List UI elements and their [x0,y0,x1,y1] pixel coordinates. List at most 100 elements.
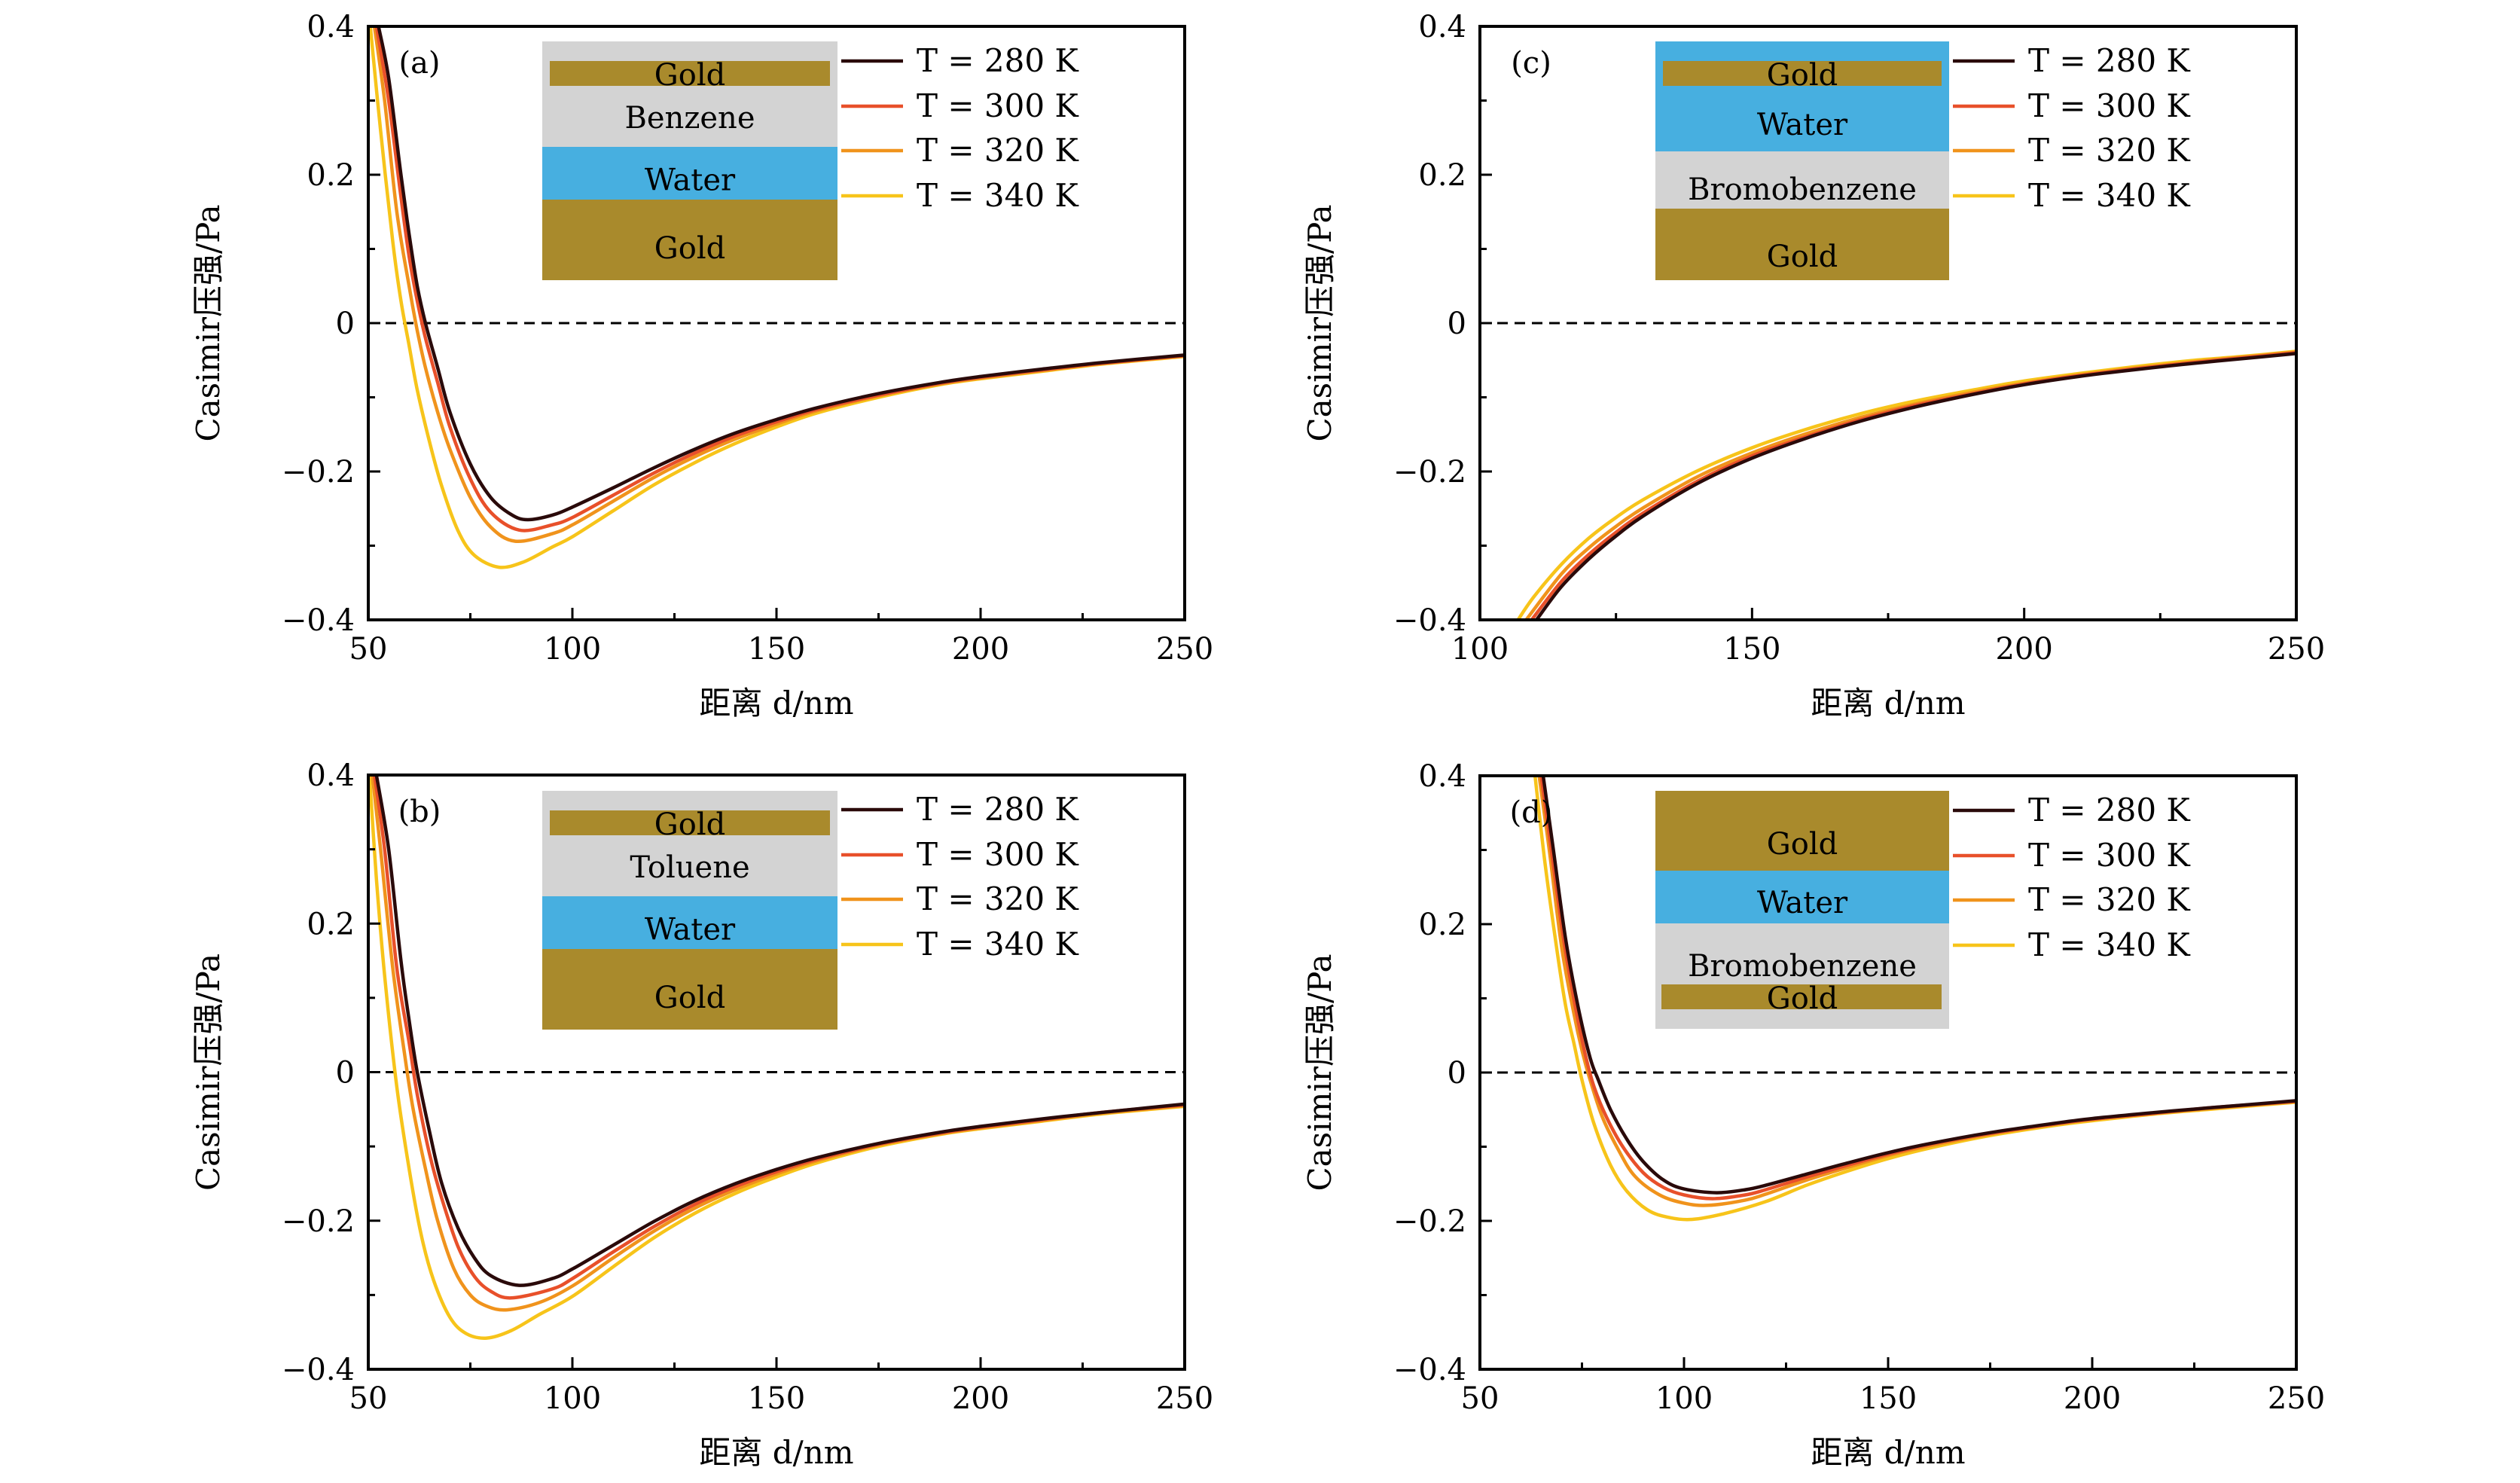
x-tick-label: 250 [2268,632,2325,667]
legend-label: T = 300 K [2028,837,2191,874]
y-tick-label: −0.4 [282,1353,355,1387]
legend-label: T = 300 K [917,87,1079,124]
y-axis-label: Casimir压强/Pa [190,204,227,441]
inset-label: Water [1757,886,1848,920]
x-axis-label: 距离 d/nm [699,1434,853,1471]
series-line-T340 [1516,349,2296,620]
series-line-T280 [1541,776,2296,1195]
x-axis-label: 距离 d/nm [1811,1434,1965,1471]
y-tick-label: 0.2 [1418,908,1466,942]
y-tick-label: 0.2 [307,158,355,193]
legend-label: T = 280 K [2028,42,2191,79]
legend-label: T = 300 K [917,836,1079,873]
panel-tag: (d) [1510,795,1553,830]
legend: T = 280 K T = 300 K T = 320 K T = 340 K [1953,42,2191,214]
inset-label: Gold [654,58,725,93]
inset-label: Gold [654,981,725,1015]
y-tick-label: 0 [336,1056,355,1091]
legend-entry: T = 340 K [841,926,1079,963]
y-tick-label: 0 [336,307,355,341]
x-tick-label: 100 [1655,1381,1713,1416]
x-tick-label: 50 [349,1381,388,1416]
y-tick-label: −0.4 [282,603,355,638]
y-tick-label: 0.4 [307,758,355,793]
x-tick-label: 200 [952,1381,1009,1416]
inset-label: Gold [654,231,725,266]
legend-label: T = 320 K [2028,132,2191,169]
inset-layer-gold [1655,791,1949,871]
series-line-T280 [377,26,1185,522]
panel-a: Gold Benzene Water Gold 50 100 150 200 250 −0.4 −0… [190,10,1213,722]
legend-label: T = 320 K [917,880,1079,917]
series-line-T300 [1530,351,2296,620]
series-line-T280 [374,775,1185,1287]
x-tick-label: 200 [952,632,1009,667]
series-group [368,775,1185,1340]
y-tick-label: 0 [1448,307,1466,341]
x-axis-label: 距离 d/nm [699,685,853,722]
inset-layer-water [1655,41,1949,151]
inset-layer-liquid_gray [542,41,837,147]
inset-layer-gold [542,949,837,1030]
y-axis-label: Casimir压强/Pa [1301,204,1338,441]
x-tick-label: 100 [1451,632,1509,667]
legend-entry: T = 320 K [841,880,1079,917]
y-tick-label: −0.2 [282,1204,355,1239]
legend-entry: T = 340 K [841,177,1079,214]
panel-b: Gold Toluene Water Gold 50 100 150 200 250 −0.4 −0… [190,758,1213,1471]
legend-label: T = 320 K [917,132,1079,169]
legend: T = 280 K T = 300 K T = 320 K T = 340 K [841,791,1079,963]
y-tick-label: 0 [1448,1056,1466,1091]
y-tick-label: −0.4 [1393,1353,1466,1387]
inset-layer-water [1655,871,1949,923]
inset-label: Gold [1767,58,1838,93]
inset-layer-water [542,896,837,949]
legend-entry: T = 280 K [1953,42,2191,79]
panel-c: Gold Water Bromobenzene Gold 100 150 200 250 −0.… [1301,10,2325,722]
legend-label: T = 340 K [2028,926,2191,963]
legend-label: T = 280 K [917,791,1079,828]
legend-entry: T = 280 K [1953,792,2191,828]
legend-label: T = 280 K [2028,792,2191,828]
legend-label: T = 340 K [917,177,1079,214]
y-tick-label: −0.4 [1393,603,1466,638]
inset-label: Water [645,912,736,947]
legend-label: T = 340 K [2028,177,2191,214]
inset-layer-liquid_gray [1655,151,1949,209]
legend-entry: T = 280 K [841,42,1079,79]
x-tick-label: 150 [1859,1381,1917,1416]
inset-layer-gold-strip [1663,61,1942,86]
y-axis-label: Casimir压强/Pa [190,954,227,1191]
legend-label: T = 280 K [917,42,1079,79]
inset-label: Bromobenzene [1688,172,1917,207]
x-tick-label: 50 [1461,1381,1499,1416]
x-tick-label: 250 [2268,1381,2325,1416]
y-tick-label: 0.4 [1418,10,1466,44]
inset-layer-gold-strip [1661,984,1942,1009]
legend: T = 280 K T = 300 K T = 320 K T = 340 K [841,42,1079,214]
legend-entry: T = 280 K [841,791,1079,828]
x-tick-label: 150 [748,1381,805,1416]
inset-label: Toluene [630,850,749,885]
inset-label: Gold [1767,827,1838,862]
inset-layer-gold-strip [550,61,830,86]
y-tick-label: 0.4 [307,10,355,44]
inset-layer-water [542,147,837,200]
panel-tag: (a) [398,46,440,81]
y-tick-label: −0.2 [282,455,355,490]
panel-tag: (b) [398,795,441,829]
x-tick-label: 250 [1156,1381,1213,1416]
inset-label: Benzene [624,101,755,136]
inset-label: Gold [1767,240,1838,274]
x-tick-label: 50 [349,632,388,667]
inset-layer-liquid_gray [1655,923,1949,1029]
y-tick-label: 0.2 [307,907,355,941]
legend-entry: T = 300 K [1953,87,2191,124]
series-line-T320 [1524,350,2296,620]
legend-label: T = 300 K [2028,87,2191,124]
legend: T = 280 K T = 300 K T = 320 K T = 340 K [1953,792,2191,963]
y-tick-label: −0.2 [1393,455,1466,490]
